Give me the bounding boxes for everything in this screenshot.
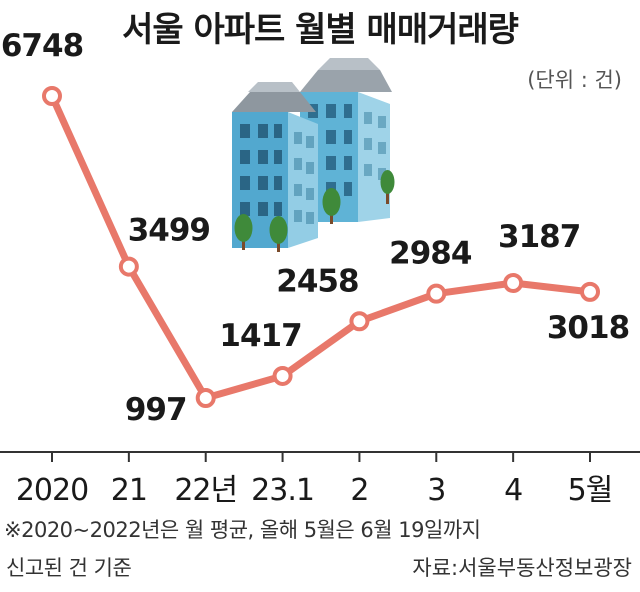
data-point [42,86,62,106]
x-tick-labels: 2020 21 22년 23.1 2 3 4 5월 [16,473,614,508]
x-tick-label: 4 [504,473,522,508]
data-point [349,311,370,332]
data-point [580,281,600,302]
series-line [48,92,594,402]
data-points [42,86,600,408]
data-label: 6748 [1,28,83,64]
data-label: 2458 [276,263,358,299]
data-labels: 6748 3499 997 1417 2458 2984 3187 3018 [1,28,630,428]
data-point [426,283,447,304]
apartment-illustration [232,58,395,252]
footnote-line-1: ※2020~2022년은 월 평균, 올해 5월은 6월 19일까지 [4,518,481,542]
data-point [118,256,139,277]
x-tick-label: 5월 [568,473,613,508]
x-tick-label: 2020 [16,473,88,508]
x-tick-label: 23.1 [251,473,314,508]
x-tick-label: 3 [427,473,445,508]
x-tick-label: 22년 [174,473,237,508]
x-tick-label: 21 [111,473,147,508]
data-point [503,272,524,293]
x-tick-label: 2 [350,473,368,508]
data-label: 997 [125,392,187,428]
data-point [195,388,216,408]
data-label: 3187 [498,219,580,255]
x-axis-ticks [51,452,591,462]
source-label: 자료:서울부동산정보광장 [412,556,632,580]
footnote-line-2: 신고된 건 기준 [6,556,132,580]
data-label: 1417 [219,318,301,354]
data-label: 3499 [128,213,210,249]
data-point [272,365,293,386]
unit-label: (단위 : 건) [527,68,622,92]
data-label: 3018 [547,310,629,346]
chart-title: 서울 아파트 월별 매매거래량 [122,10,519,50]
data-label: 2984 [389,236,472,272]
